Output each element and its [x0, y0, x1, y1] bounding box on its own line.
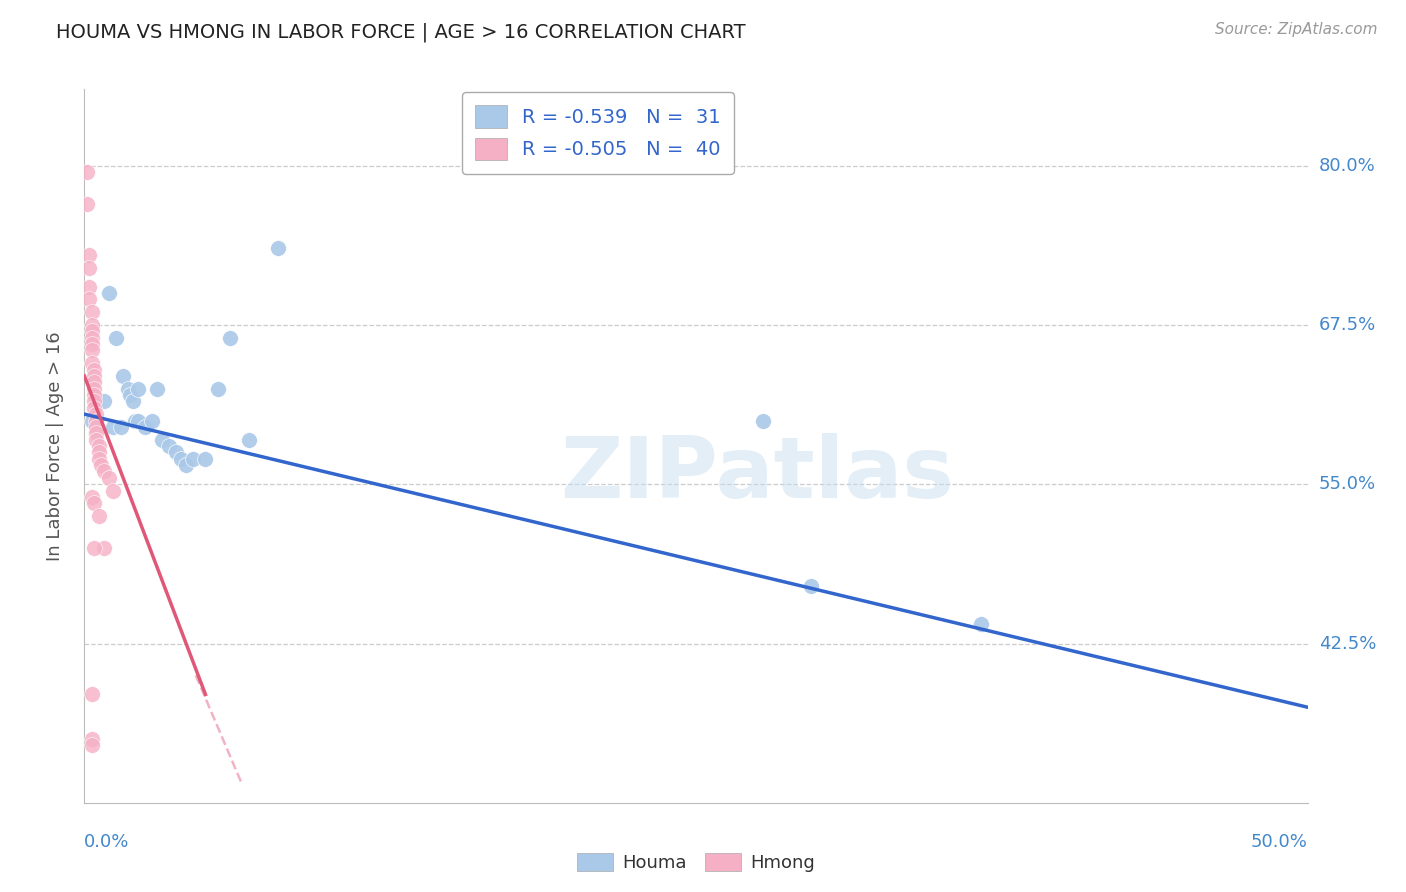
Text: 80.0%: 80.0% [1319, 157, 1375, 175]
Point [134, 420, 156, 434]
Point [157, 439, 180, 453]
Point [80, 413, 103, 427]
Point [83, 496, 105, 510]
Text: ZIPatlas: ZIPatlas [560, 433, 955, 516]
Text: Source: ZipAtlas.com: Source: ZipAtlas.com [1215, 22, 1378, 37]
Point [77, 293, 100, 307]
Point [83, 388, 105, 402]
Point [80, 490, 103, 504]
Point [174, 458, 197, 472]
Point [751, 413, 773, 427]
Point [80, 337, 103, 351]
Point [218, 331, 240, 345]
Point [77, 279, 100, 293]
Point [86, 426, 108, 441]
Point [83, 362, 105, 376]
Point [93, 541, 115, 555]
Point [80, 324, 103, 338]
Point [87, 445, 110, 459]
Text: 50.0%: 50.0% [1251, 833, 1308, 851]
Point [93, 465, 115, 479]
Point [97, 471, 120, 485]
Point [800, 579, 823, 593]
Point [127, 413, 149, 427]
Text: HOUMA VS HMONG IN LABOR FORCE | AGE > 16 CORRELATION CHART: HOUMA VS HMONG IN LABOR FORCE | AGE > 16… [56, 22, 745, 42]
Point [77, 260, 100, 275]
Point [121, 394, 143, 409]
Point [969, 617, 991, 632]
Point [150, 433, 173, 447]
Point [83, 368, 105, 383]
Point [93, 394, 115, 409]
Text: 55.0%: 55.0% [1319, 475, 1376, 493]
Point [165, 445, 187, 459]
Point [76, 165, 98, 179]
Text: 67.5%: 67.5% [1319, 316, 1376, 334]
Point [117, 382, 139, 396]
Point [83, 382, 105, 396]
Point [97, 286, 120, 301]
Legend: Houma, Hmong: Houma, Hmong [569, 846, 823, 880]
Point [80, 688, 103, 702]
Point [110, 420, 132, 434]
Point [83, 541, 105, 555]
Point [80, 343, 103, 358]
Point [267, 242, 290, 256]
Point [103, 420, 125, 434]
Point [183, 451, 205, 466]
Point [86, 433, 108, 447]
Point [80, 732, 103, 747]
Point [120, 388, 142, 402]
Point [207, 382, 229, 396]
Point [112, 368, 135, 383]
Point [87, 509, 110, 524]
Point [80, 318, 103, 332]
Point [83, 394, 105, 409]
Point [104, 331, 127, 345]
Point [127, 382, 149, 396]
Point [238, 433, 260, 447]
Point [76, 197, 98, 211]
Point [86, 407, 108, 421]
Text: 0.0%: 0.0% [84, 833, 129, 851]
Point [80, 305, 103, 319]
Point [83, 401, 105, 415]
Text: 42.5%: 42.5% [1319, 634, 1376, 653]
Point [141, 413, 163, 427]
Point [170, 451, 193, 466]
Point [90, 458, 112, 472]
Point [77, 248, 100, 262]
Point [80, 331, 103, 345]
Point [146, 382, 169, 396]
Point [194, 451, 217, 466]
Point [124, 413, 146, 427]
Point [80, 356, 103, 370]
Point [80, 739, 103, 753]
Y-axis label: In Labor Force | Age > 16: In Labor Force | Age > 16 [45, 331, 63, 561]
Point [83, 376, 105, 390]
Point [86, 420, 108, 434]
Point [87, 451, 110, 466]
Point [86, 413, 108, 427]
Point [87, 439, 110, 453]
Point [103, 483, 125, 498]
